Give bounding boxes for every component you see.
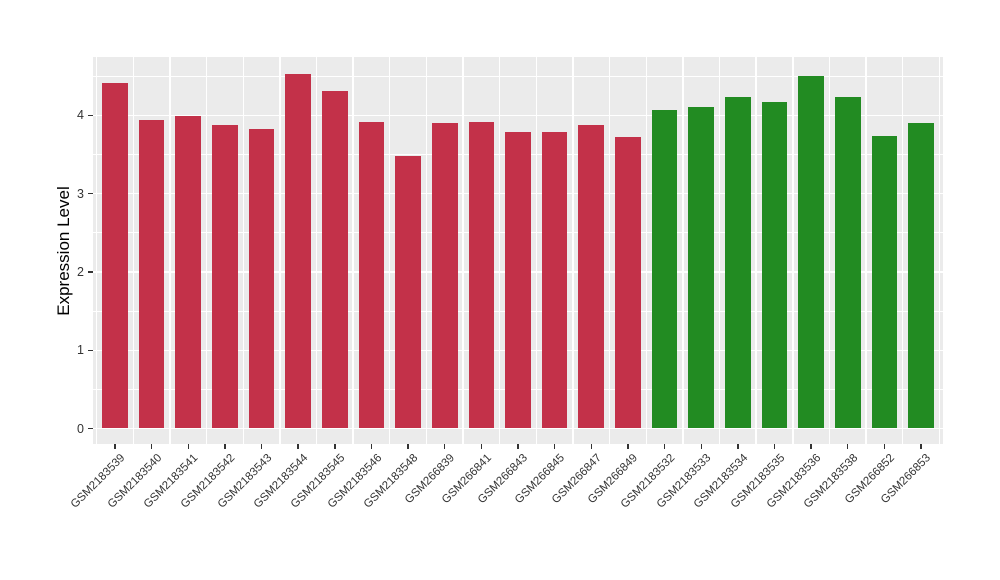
gridline-vertical bbox=[205, 57, 208, 444]
bar bbox=[395, 156, 421, 429]
x-axis-tick bbox=[370, 444, 373, 449]
gridline-vertical bbox=[718, 57, 721, 444]
gridline-vertical bbox=[425, 57, 428, 444]
gridline-vertical bbox=[499, 57, 501, 444]
x-axis-tick bbox=[114, 444, 116, 449]
gridline-vertical bbox=[95, 57, 98, 444]
gridline-vertical bbox=[902, 57, 904, 444]
y-axis-tick-label: 4 bbox=[77, 108, 84, 123]
x-axis-tick bbox=[553, 444, 556, 449]
gridline-vertical bbox=[462, 57, 464, 444]
y-axis-tick-label: 1 bbox=[77, 343, 84, 358]
bar bbox=[761, 101, 788, 429]
gridline-vertical bbox=[645, 57, 647, 444]
x-axis-tick bbox=[627, 444, 629, 449]
bar bbox=[468, 121, 495, 429]
bar bbox=[798, 76, 824, 429]
plot-panel bbox=[93, 57, 943, 444]
bar bbox=[651, 109, 678, 429]
gridline-vertical bbox=[755, 57, 757, 444]
gridline-vertical bbox=[535, 57, 538, 444]
gridline-vertical bbox=[572, 57, 574, 444]
bar bbox=[175, 116, 202, 429]
x-axis-tick bbox=[224, 444, 226, 449]
gridline-vertical bbox=[169, 57, 171, 444]
gridline-vertical bbox=[682, 57, 684, 444]
y-axis-tick bbox=[88, 427, 93, 430]
bar bbox=[834, 97, 861, 429]
y-axis-tick bbox=[88, 271, 93, 273]
y-axis-tick bbox=[88, 349, 93, 351]
x-axis-tick bbox=[407, 444, 409, 449]
gridline-vertical bbox=[938, 57, 941, 444]
bar bbox=[358, 121, 385, 429]
bar bbox=[615, 137, 641, 429]
x-axis-tick bbox=[187, 444, 189, 449]
bar bbox=[212, 125, 238, 429]
gridline-vertical bbox=[315, 57, 318, 444]
gridline-minor-horizontal bbox=[93, 75, 943, 77]
bar bbox=[725, 96, 751, 429]
gridline-vertical bbox=[389, 57, 391, 444]
bar bbox=[138, 119, 165, 429]
bar bbox=[541, 131, 568, 429]
x-axis-tick bbox=[700, 444, 702, 449]
y-axis-tick-label: 0 bbox=[77, 421, 84, 436]
x-axis-tick bbox=[847, 444, 849, 449]
bar bbox=[102, 83, 128, 429]
bar bbox=[908, 123, 934, 429]
x-axis-tick bbox=[480, 444, 483, 449]
x-axis-tick bbox=[444, 444, 446, 449]
x-axis-tick bbox=[810, 444, 812, 449]
y-axis-tick bbox=[88, 114, 93, 116]
x-axis-tick bbox=[150, 444, 153, 449]
gridline-vertical bbox=[608, 57, 611, 444]
bar bbox=[505, 131, 531, 429]
x-axis-tick bbox=[773, 444, 776, 449]
x-axis-tick bbox=[517, 444, 519, 449]
gridline-major-horizontal bbox=[93, 427, 943, 430]
bar bbox=[871, 136, 898, 429]
x-axis-tick bbox=[260, 444, 263, 449]
x-axis-tick bbox=[920, 444, 922, 449]
bar bbox=[688, 106, 715, 429]
bar bbox=[321, 91, 348, 429]
bar bbox=[248, 128, 275, 429]
gridline-vertical bbox=[352, 57, 354, 444]
y-axis-tick-label: 2 bbox=[77, 264, 84, 279]
gridline-vertical bbox=[132, 57, 134, 444]
gridline-vertical bbox=[242, 57, 244, 444]
gridline-vertical bbox=[792, 57, 794, 444]
y-axis-tick bbox=[88, 192, 93, 195]
gridline-vertical bbox=[865, 57, 867, 444]
x-axis-tick bbox=[297, 444, 299, 449]
bar bbox=[285, 73, 312, 429]
y-axis-tick-label: 3 bbox=[77, 186, 84, 201]
gridline-vertical bbox=[279, 57, 281, 444]
gridline-vertical bbox=[828, 57, 831, 444]
x-axis-tick bbox=[883, 444, 886, 449]
x-axis-tick bbox=[590, 444, 592, 449]
x-axis-tick bbox=[737, 444, 739, 449]
gridline-major-horizontal bbox=[93, 114, 943, 116]
bar bbox=[431, 123, 458, 429]
bar bbox=[578, 124, 605, 429]
x-axis-tick bbox=[334, 444, 336, 449]
x-axis-tick bbox=[663, 444, 666, 449]
